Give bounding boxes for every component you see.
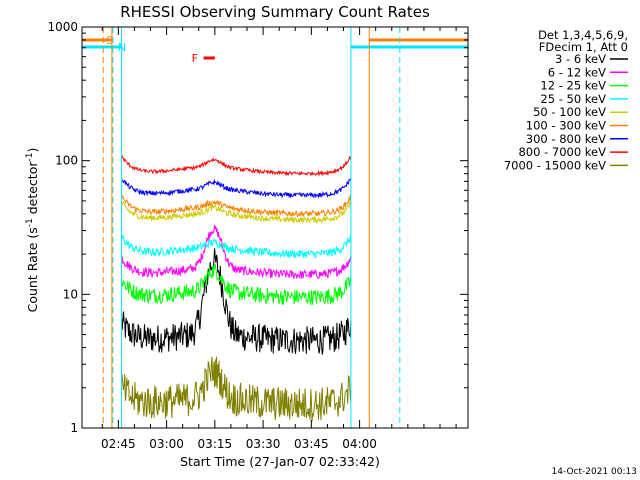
- legend-label-2: 6 - 12 keV: [548, 65, 606, 79]
- y-axis-label-part1: Count Rate (s: [25, 227, 40, 312]
- footer-date: 14-Oct-2021 00:13: [552, 467, 637, 477]
- legend: Det 1,3,4,5,6,9, FDecim 1, Att 0 3 - 6 k…: [504, 28, 628, 172]
- legend-label-4: 25 - 50 keV: [540, 92, 606, 106]
- plot-area: [121, 154, 352, 422]
- legend-label-7: 300 - 800 keV: [526, 132, 606, 146]
- y-axis-label-sup2: -1: [25, 153, 35, 162]
- x-axis-label: Start Time (27-Jan-07 02:33:42): [180, 454, 380, 469]
- series-line-1: [121, 248, 352, 355]
- chart-title: RHESSI Observing Summary Count Rates: [120, 3, 430, 21]
- plot-frame: [81, 26, 469, 429]
- series-line-9: [121, 356, 352, 422]
- y-axis-label-sup1: -1: [25, 218, 35, 227]
- legend-label-1: 3 - 6 keV: [555, 52, 606, 66]
- x-tick-label-5: 03:45: [294, 437, 329, 451]
- y-axis-label-part3: ): [25, 148, 40, 153]
- y-tick-label-1: 1: [70, 421, 78, 435]
- y-axis-label: Count Rate (s-1 detector-1): [25, 148, 40, 313]
- night-label: N: [118, 41, 126, 54]
- series-line-4: [121, 234, 352, 259]
- legend-label-3: 12 - 25 keV: [540, 79, 606, 93]
- legend-header-1: Det 1,3,4,5,6,9,: [538, 28, 628, 42]
- saa-label: S: [106, 34, 113, 47]
- x-tick-label-3: 03:15: [198, 437, 233, 451]
- axis-ticks: 02:45 03:00 03:15 03:30 03:45 04:00 1 10 100 1000: [47, 20, 468, 451]
- series-line-6: [121, 193, 352, 218]
- legend-label-9: 7000 - 15000 keV: [504, 158, 606, 172]
- y-tick-label-2: 10: [63, 287, 78, 301]
- series-line-8: [121, 154, 352, 177]
- legend-label-8: 800 - 7000 keV: [518, 145, 606, 159]
- observing-markers: SN F: [82, 27, 468, 428]
- x-tick-label-1: 02:45: [101, 437, 136, 451]
- legend-label-6: 100 - 300 keV: [526, 119, 606, 133]
- series-line-7: [121, 177, 352, 199]
- y-tick-label-4: 1000: [47, 20, 78, 34]
- flare-label: F: [192, 52, 198, 65]
- series-line-3: [121, 263, 352, 306]
- x-tick-label-2: 03:00: [149, 437, 184, 451]
- series-line-2: [121, 224, 352, 279]
- legend-label-5: 50 - 100 keV: [533, 105, 606, 119]
- y-tick-label-3: 100: [55, 154, 78, 168]
- x-tick-label-6: 04:00: [342, 437, 377, 451]
- series-line-5: [121, 200, 352, 225]
- y-axis-label-part2: detector: [25, 161, 40, 219]
- x-tick-label-4: 03:30: [246, 437, 281, 451]
- legend-header-2: FDecim 1, Att 0: [539, 40, 628, 54]
